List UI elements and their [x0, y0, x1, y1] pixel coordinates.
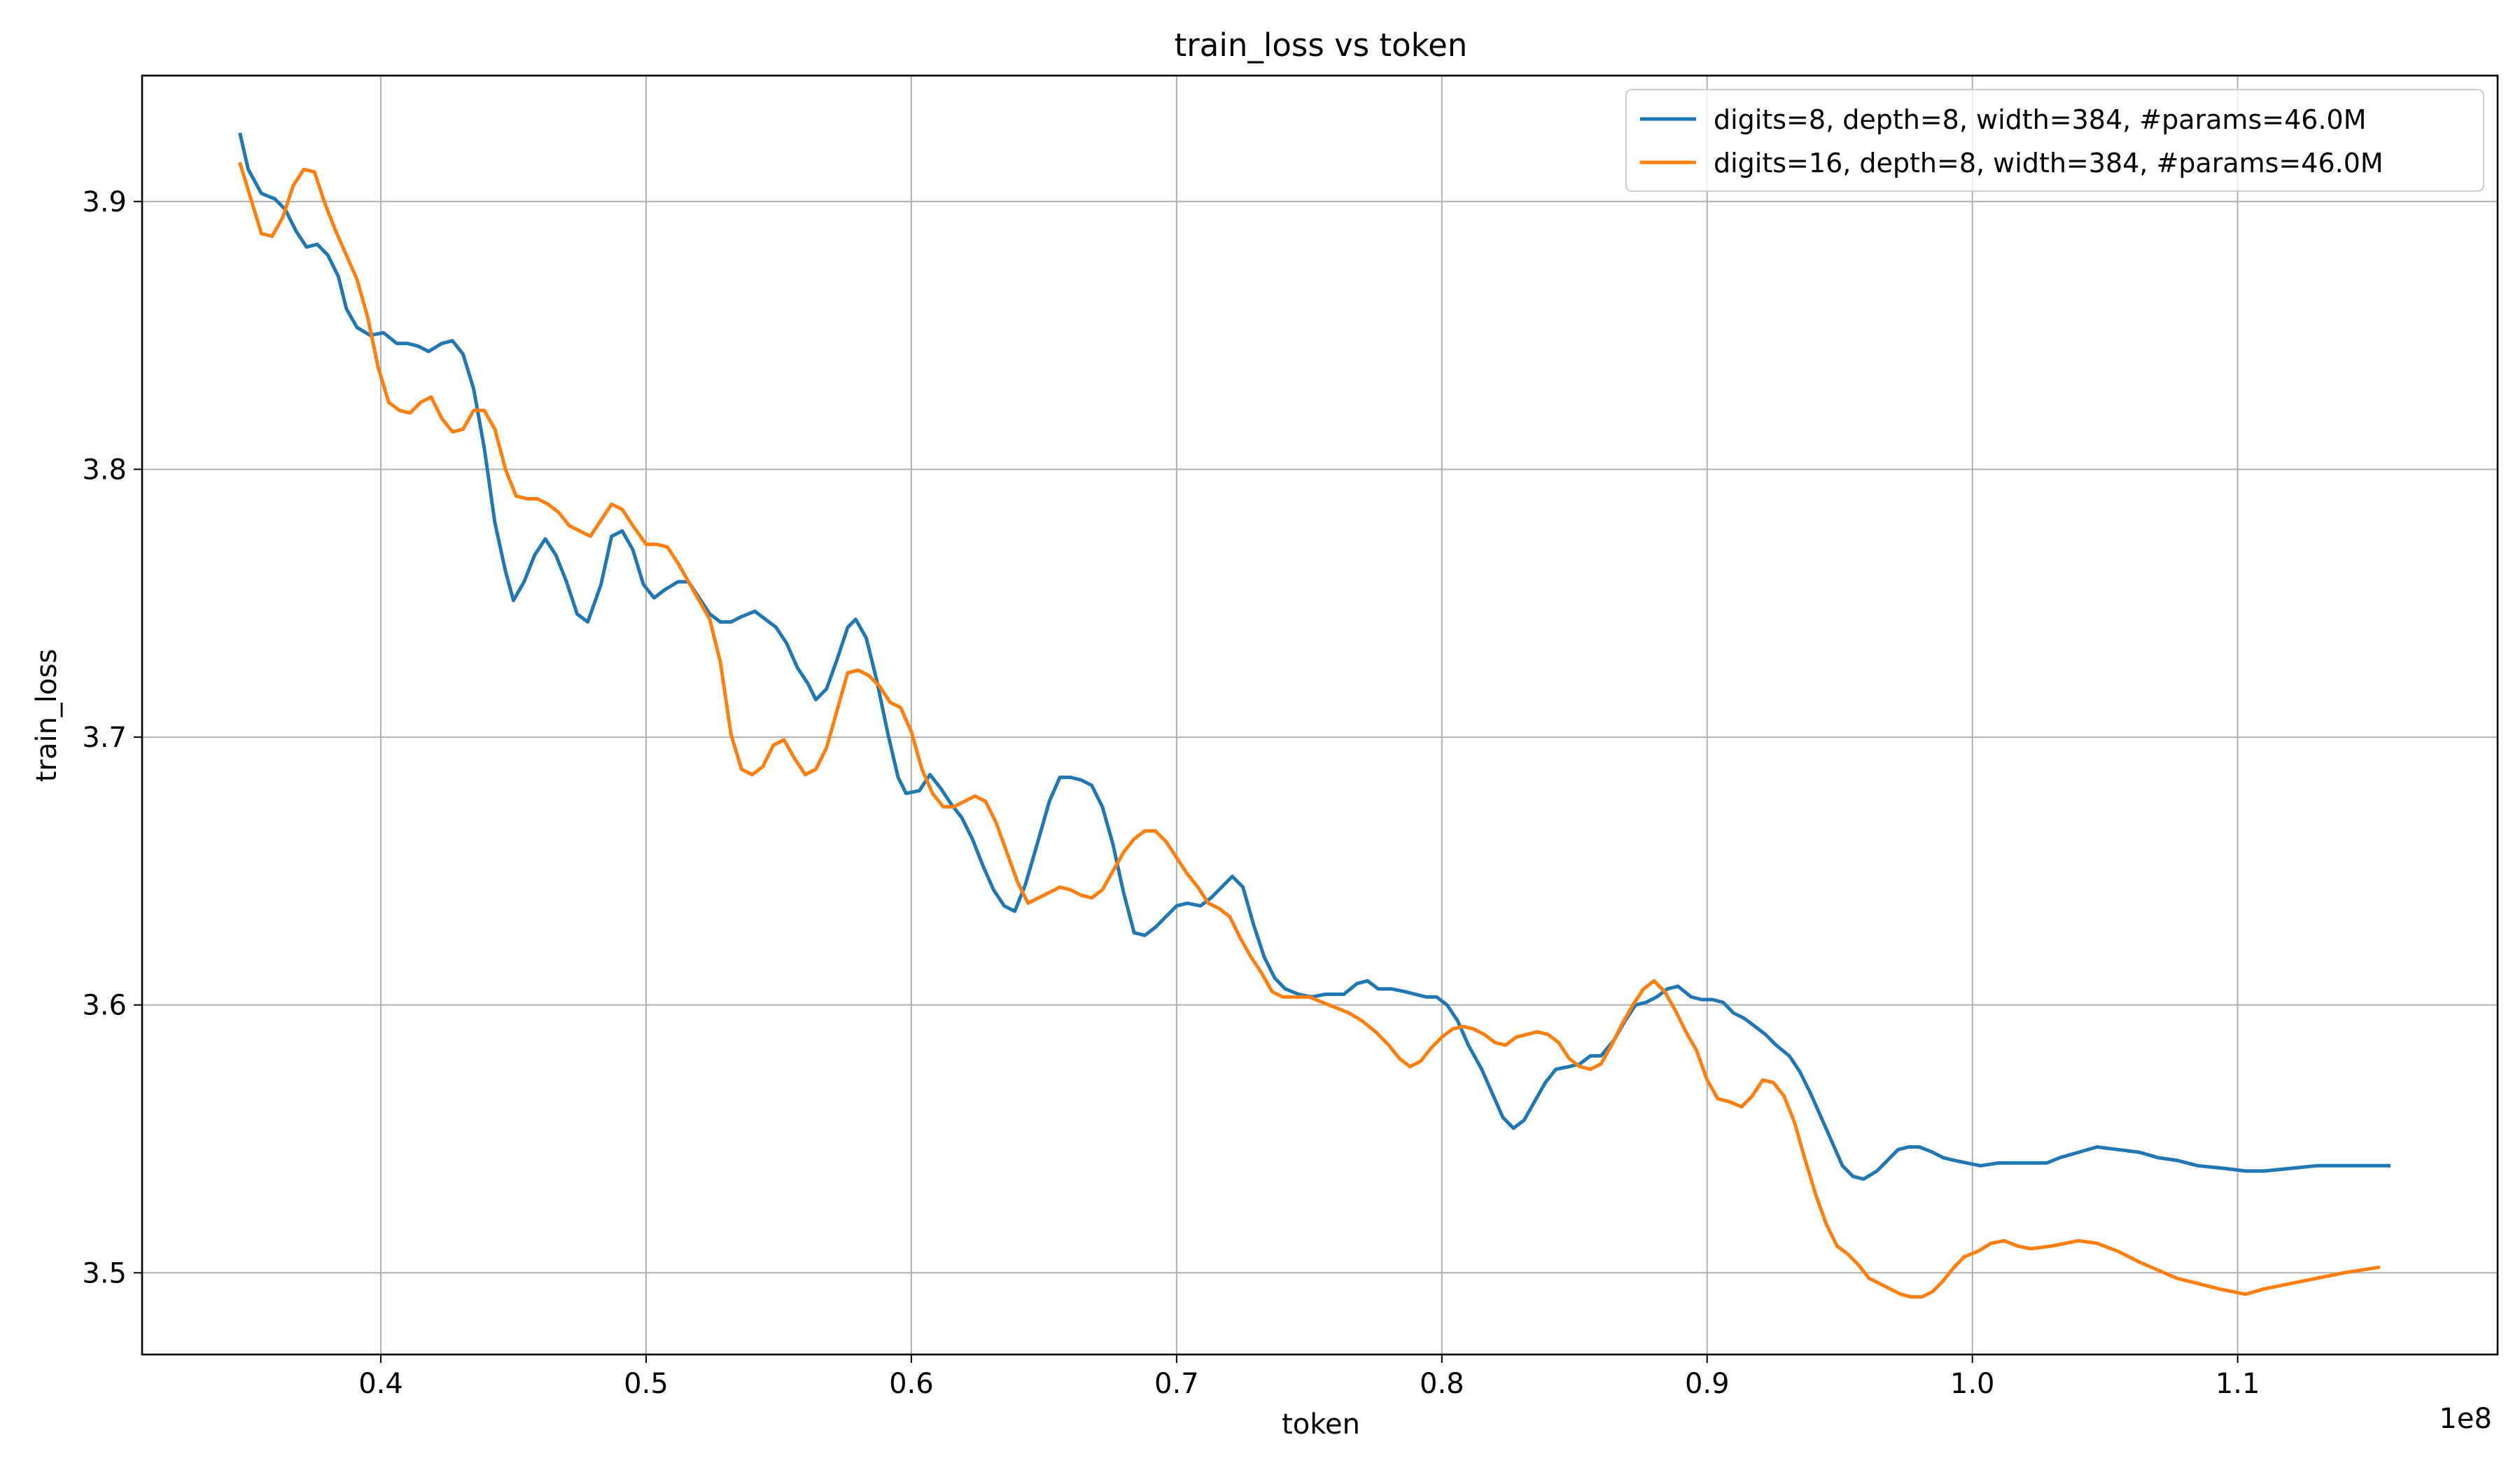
y-tick-label: 3.9 — [82, 186, 127, 218]
series-layer — [238, 132, 2391, 1299]
y-tick-label: 3.6 — [82, 990, 127, 1022]
x-tick-label: 1.1 — [2216, 1368, 2260, 1400]
x-axis-offset-label: 1e8 — [2439, 1403, 2492, 1435]
legend-box — [1625, 89, 2484, 192]
x-tick-label: 0.4 — [358, 1368, 403, 1400]
legend: digits=8, depth=8, width=384, #params=46… — [1625, 89, 2484, 192]
legend-entry-1: digits=8, depth=8, width=384, #params=46… — [1714, 104, 2366, 135]
x-axis: 0.4 0.5 0.6 0.7 0.8 0.9 1.0 1.1 — [358, 1354, 2260, 1400]
x-tick-label: 0.9 — [1685, 1368, 1730, 1400]
y-axis-label: train_loss — [31, 649, 63, 782]
plot-area-frame — [141, 74, 2499, 1356]
grid — [142, 76, 2498, 1354]
x-tick-label: 1.0 — [1950, 1368, 1995, 1400]
x-tick-label: 0.6 — [889, 1368, 934, 1400]
legend-entry-2: digits=16, depth=8, width=384, #params=4… — [1714, 148, 2384, 178]
x-tick-label: 0.8 — [1420, 1368, 1464, 1400]
y-tick-label: 3.7 — [82, 722, 127, 754]
series-line-1 — [238, 132, 2391, 1181]
x-tick-label: 0.5 — [624, 1368, 668, 1400]
x-axis-label: token — [1282, 1408, 1360, 1441]
y-tick-label: 3.5 — [82, 1257, 127, 1289]
x-tick-label: 0.7 — [1154, 1368, 1199, 1400]
chart-title: train_loss vs token — [1175, 27, 1468, 64]
series-line-2 — [238, 162, 2381, 1299]
y-tick-label: 3.8 — [82, 454, 127, 486]
y-axis: 3.5 3.6 3.7 3.8 3.9 — [82, 186, 142, 1289]
